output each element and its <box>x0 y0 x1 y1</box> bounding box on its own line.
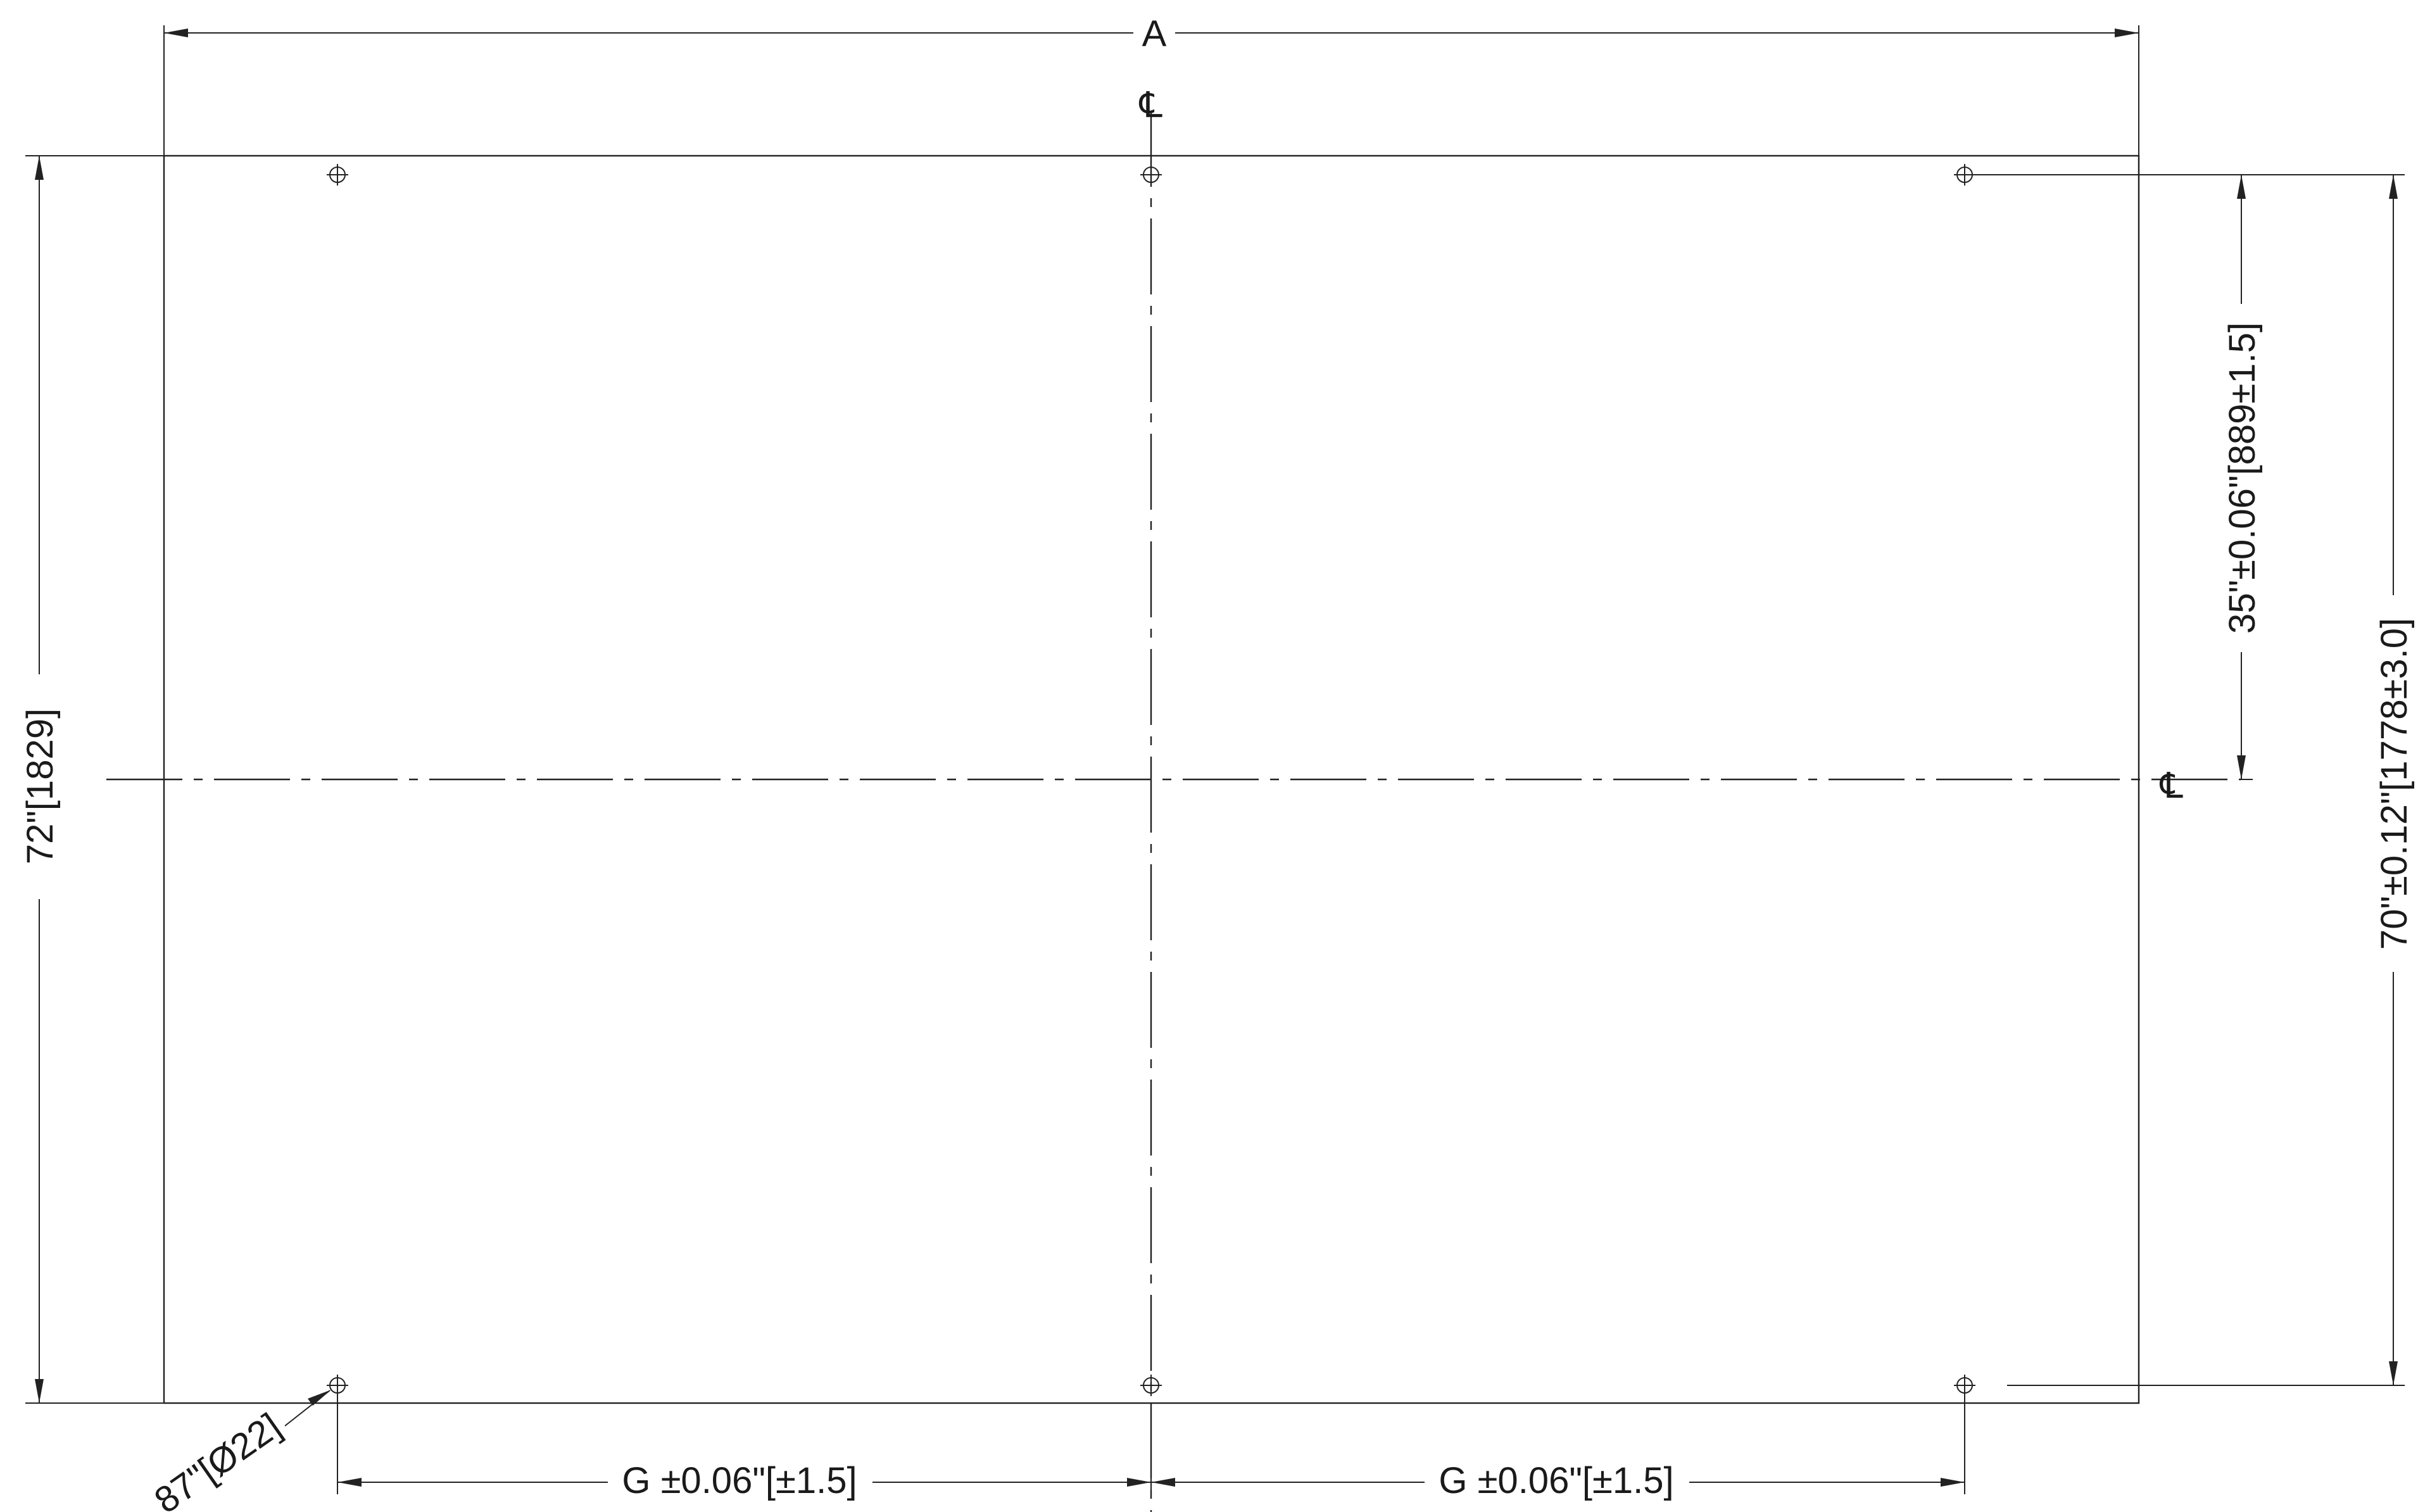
hole-diameter-callout: .87"[Ø22] <box>139 1390 331 1512</box>
dimension-hole-pitch-label: 35"±0.06"[889±1.5] <box>2222 322 2263 634</box>
hole-diameter-label: .87"[Ø22] <box>139 1405 288 1512</box>
dimension-a-label: A <box>1142 13 1167 54</box>
dimension-overall-height: 72"[1829] <box>20 155 164 1404</box>
mounting-hole <box>327 1375 348 1396</box>
dimension-g-left: G ±0.06"[±1.5] <box>337 1396 1152 1501</box>
mounting-hole <box>1954 164 1975 186</box>
dimension-hole-total-label: 70"±0.12"[1778±3.0] <box>2374 618 2415 950</box>
centerline-symbol-right: ℄ <box>2159 765 2183 805</box>
dimension-g-right-label: G ±0.06"[±1.5] <box>1439 1460 1673 1501</box>
dimension-hole-pitch: 35"±0.06"[889±1.5] <box>1974 174 2263 780</box>
mounting-hole <box>1954 1375 1975 1396</box>
dimension-hole-total: 70"±0.12"[1778±3.0] <box>2007 174 2415 1386</box>
dimension-a: A <box>163 13 2139 156</box>
mounting-hole <box>1140 1375 1162 1396</box>
mounting-hole <box>327 164 348 186</box>
centerline-symbol-top: ℄ <box>1138 85 1162 125</box>
mounting-hole <box>1140 164 1162 186</box>
dimension-overall-height-label: 72"[1829] <box>20 709 61 864</box>
dimension-g-left-label: G ±0.06"[±1.5] <box>622 1460 857 1501</box>
dimension-g-right: G ±0.06"[±1.5] <box>1151 1396 1965 1501</box>
